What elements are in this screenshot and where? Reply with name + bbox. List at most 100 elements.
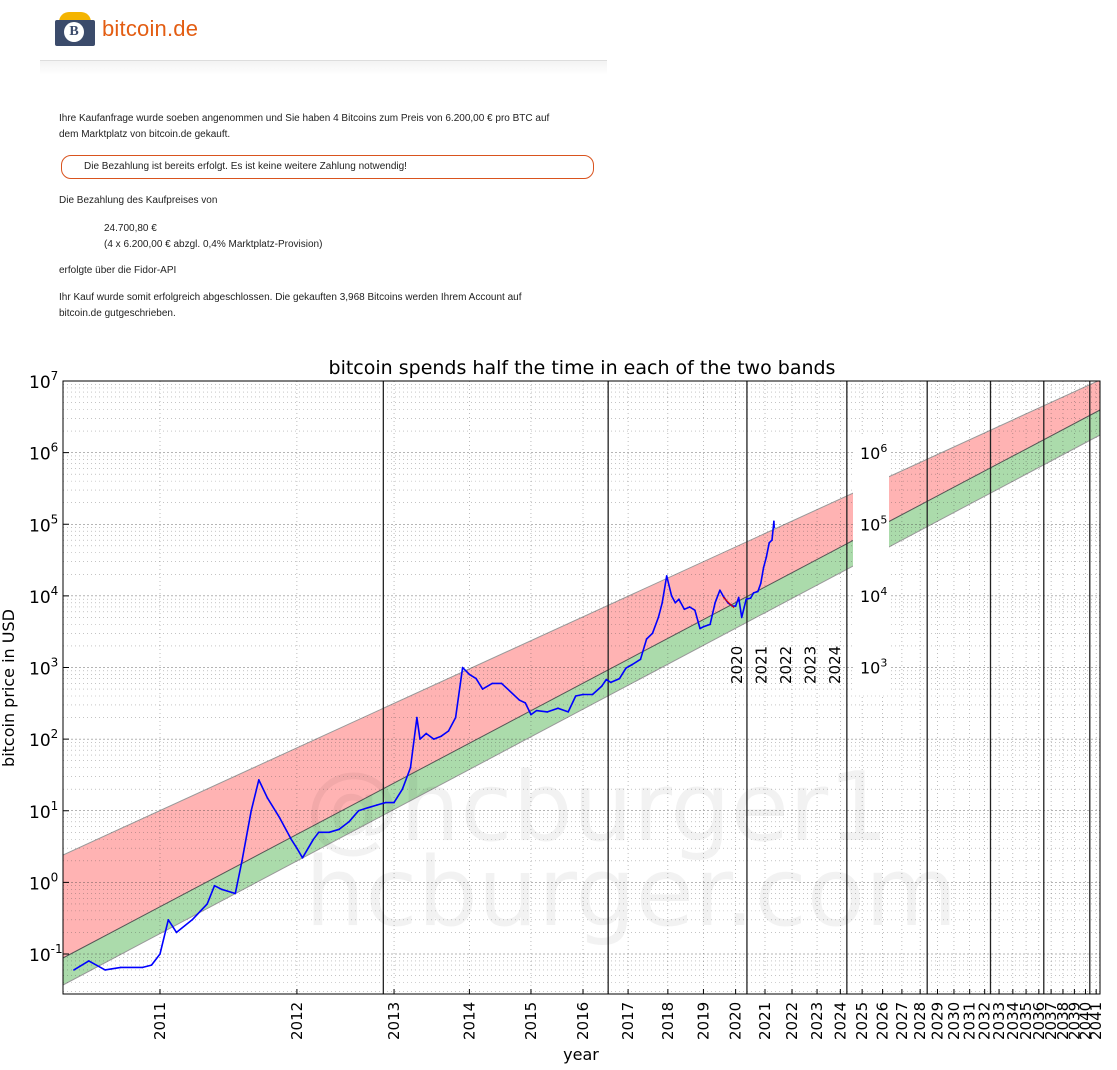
price-point bbox=[88, 960, 90, 962]
price-point bbox=[574, 695, 577, 697]
y-tick-exp: 7 bbox=[51, 369, 59, 383]
price-point bbox=[290, 838, 293, 841]
price-point bbox=[250, 809, 252, 812]
inset-y-tick-exp: 3 bbox=[880, 657, 887, 670]
price-point bbox=[714, 602, 716, 604]
amount-value: 24.700,80 € bbox=[104, 223, 157, 234]
price-point bbox=[694, 609, 696, 612]
x-tick-label: 2016 bbox=[574, 1002, 592, 1040]
x-tick-label: 2040 bbox=[1076, 1002, 1094, 1040]
upper-band bbox=[63, 381, 1100, 958]
price-point bbox=[734, 605, 737, 607]
lower-band bbox=[63, 410, 1100, 985]
price-point bbox=[266, 797, 269, 799]
price-point bbox=[384, 801, 387, 804]
x-tick-label: 2030 bbox=[945, 1002, 963, 1040]
y-tick-exp: 6 bbox=[51, 441, 59, 455]
watermark-site: hcburger.com bbox=[305, 838, 958, 948]
price-point bbox=[546, 711, 549, 713]
header-shadow bbox=[40, 61, 607, 75]
price-point bbox=[454, 716, 457, 719]
price-point bbox=[500, 682, 503, 685]
price-point bbox=[447, 730, 450, 732]
price-point bbox=[433, 738, 435, 740]
inset-y-tick-exp: 6 bbox=[880, 442, 887, 455]
bitcoin-logo-icon: B bbox=[55, 12, 95, 46]
inset-x-tick-label: 2023 bbox=[802, 646, 820, 684]
price-point bbox=[506, 688, 509, 690]
price-point bbox=[661, 602, 663, 604]
price-point bbox=[409, 766, 412, 769]
x-tick-label: 2021 bbox=[756, 1002, 774, 1040]
price-point bbox=[773, 526, 775, 529]
price-point bbox=[301, 857, 304, 859]
price-point bbox=[530, 713, 532, 716]
price-point bbox=[665, 575, 668, 577]
price-point bbox=[557, 707, 559, 710]
price-point bbox=[159, 953, 161, 955]
price-point bbox=[699, 627, 701, 630]
price-point bbox=[645, 638, 648, 640]
chart-title: bitcoin spends half the time in each of … bbox=[329, 357, 836, 379]
x-tick-label: 2013 bbox=[385, 1002, 403, 1040]
price-point bbox=[338, 828, 340, 831]
x-tick-label: 2025 bbox=[853, 1002, 871, 1040]
price-point bbox=[702, 626, 705, 628]
price-point bbox=[567, 711, 570, 713]
x-tick-label: 2018 bbox=[659, 1002, 677, 1040]
price-point bbox=[609, 681, 612, 684]
price-point bbox=[220, 888, 223, 891]
x-tick-label: 2036 bbox=[1030, 1002, 1048, 1040]
price-point bbox=[639, 658, 642, 661]
header-divider bbox=[40, 60, 607, 61]
y-tick-exp: 3 bbox=[51, 656, 59, 670]
payment-method-text: erfolgte über die Fidor-API bbox=[59, 265, 177, 276]
price-point bbox=[678, 598, 680, 600]
price-point bbox=[749, 597, 752, 599]
x-tick-label: 2033 bbox=[990, 1002, 1008, 1040]
price-point bbox=[357, 809, 360, 812]
y-tick-exp: 5 bbox=[51, 512, 59, 526]
price-point bbox=[213, 884, 216, 887]
price-point bbox=[366, 806, 369, 809]
x-tick-label: 2026 bbox=[874, 1002, 892, 1040]
x-tick-label: 2041 bbox=[1087, 1002, 1105, 1040]
x-tick-label: 2035 bbox=[1017, 1002, 1035, 1040]
x-tick-label: 2029 bbox=[928, 1002, 946, 1040]
x-tick-label: 2023 bbox=[808, 1002, 826, 1040]
price-point bbox=[73, 969, 75, 971]
price-point bbox=[762, 566, 765, 569]
y-tick-exp: 1 bbox=[51, 799, 59, 813]
price-point bbox=[317, 831, 320, 834]
payment-amount: 24.700,80 € (4 x 6.200,00 € abzgl. 0,4% … bbox=[104, 221, 322, 253]
price-point bbox=[191, 919, 193, 921]
price-point bbox=[535, 709, 538, 712]
bitcoin-de-logo[interactable]: B bitcoin.de bbox=[55, 12, 198, 46]
inset-y-tick-exp: 5 bbox=[880, 514, 887, 527]
y-tick-label: 107 bbox=[29, 369, 58, 393]
x-tick-label: 2034 bbox=[1004, 1002, 1022, 1040]
price-point bbox=[241, 860, 243, 862]
price-point bbox=[312, 838, 315, 841]
price-point bbox=[104, 969, 106, 971]
price-point bbox=[582, 693, 584, 696]
x-tick-label: 2020 bbox=[727, 1002, 745, 1040]
price-point bbox=[631, 663, 634, 666]
x-tick-label: 2012 bbox=[288, 1002, 306, 1040]
price-point bbox=[258, 779, 260, 781]
watermark-handle: @hcburger1 bbox=[305, 753, 889, 863]
y-tick-label: 100 bbox=[29, 870, 58, 894]
y-tick-label: 101 bbox=[29, 799, 58, 823]
price-point bbox=[401, 788, 404, 790]
x-tick-label: 2011 bbox=[151, 1002, 169, 1040]
price-point bbox=[461, 666, 464, 669]
y-tick-label: 103 bbox=[29, 656, 58, 680]
y-axis-label: bitcoin price in USD bbox=[0, 609, 18, 767]
price-point bbox=[296, 847, 298, 850]
price-point bbox=[278, 816, 281, 819]
inset-x-tick-label: 2024 bbox=[826, 646, 844, 684]
price-point bbox=[393, 801, 395, 804]
price-point bbox=[651, 632, 654, 635]
payment-intro-text: Die Bezahlung des Kaufpreises von bbox=[59, 195, 218, 206]
price-point bbox=[709, 623, 711, 626]
